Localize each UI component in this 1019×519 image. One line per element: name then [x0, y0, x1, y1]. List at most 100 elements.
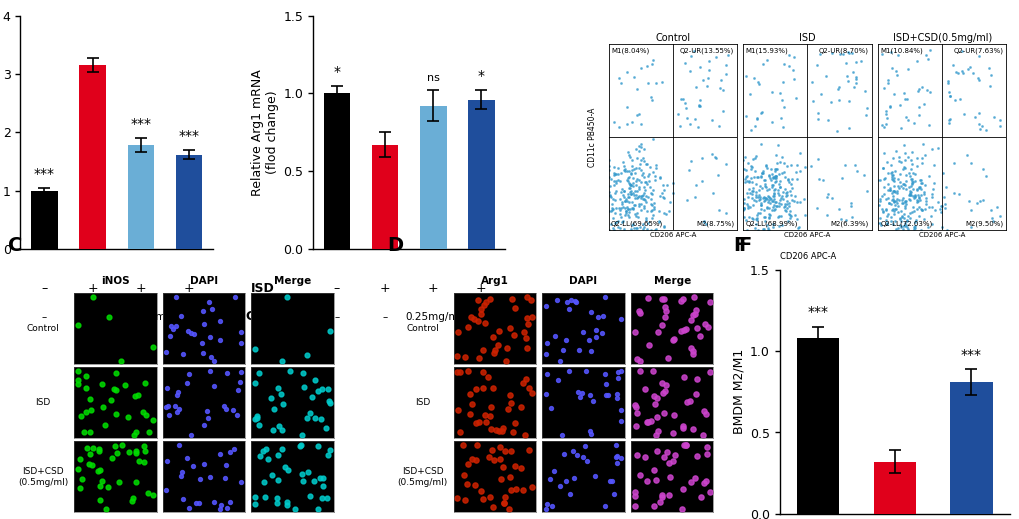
Point	[548, 296, 565, 304]
Point	[839, 48, 855, 56]
Point	[789, 215, 805, 223]
Point	[945, 159, 961, 167]
Point	[603, 199, 620, 208]
Point	[639, 418, 655, 427]
Point	[840, 97, 856, 105]
Point	[204, 305, 220, 313]
Point	[871, 176, 888, 185]
Point	[772, 212, 789, 220]
Point	[896, 202, 912, 210]
Point	[607, 177, 624, 185]
Point	[609, 217, 626, 225]
Point	[120, 448, 137, 456]
Point	[856, 87, 872, 95]
Point	[179, 454, 196, 462]
Point	[758, 198, 774, 206]
Point	[664, 179, 681, 187]
Point	[624, 205, 640, 213]
Point	[760, 193, 776, 201]
Point	[673, 94, 689, 103]
Point	[206, 498, 222, 507]
Point	[643, 206, 659, 214]
Text: M1(8.04%): M1(8.04%)	[610, 47, 649, 54]
Point	[104, 454, 120, 462]
Point	[736, 165, 752, 173]
Point	[293, 431, 310, 439]
Point	[616, 211, 633, 219]
Point	[756, 217, 772, 225]
Point	[547, 332, 564, 340]
Point	[971, 125, 987, 133]
Point	[612, 79, 629, 87]
Point	[773, 169, 790, 177]
Point	[897, 95, 913, 103]
Point	[855, 171, 871, 179]
Point	[892, 216, 908, 225]
Point	[632, 160, 648, 168]
Point	[485, 384, 501, 392]
Point	[890, 202, 906, 211]
Point	[886, 90, 902, 99]
Point	[517, 334, 533, 343]
Point	[565, 447, 581, 456]
Point	[460, 460, 476, 468]
Point	[654, 193, 671, 201]
Point	[502, 446, 519, 455]
Point	[876, 206, 893, 214]
Point	[747, 191, 763, 199]
Point	[792, 198, 808, 206]
Point	[767, 177, 784, 185]
Text: M1(15.93%): M1(15.93%)	[745, 47, 788, 54]
Point	[199, 406, 215, 415]
Point	[629, 209, 645, 217]
Point	[140, 489, 156, 497]
Point	[883, 194, 900, 202]
Point	[678, 196, 694, 204]
Point	[206, 382, 222, 390]
Point	[764, 197, 781, 205]
Point	[168, 321, 184, 330]
Point	[748, 197, 764, 206]
Point	[127, 428, 144, 436]
Text: –: –	[333, 282, 339, 295]
Point	[487, 426, 503, 434]
Point	[600, 173, 616, 181]
Point	[626, 73, 642, 81]
Point	[954, 46, 970, 54]
Point	[648, 413, 664, 421]
Point	[676, 373, 692, 381]
Point	[163, 322, 179, 331]
Point	[560, 305, 577, 313]
Point	[676, 441, 692, 449]
Point	[891, 177, 907, 186]
Point	[763, 117, 780, 126]
Point	[636, 186, 652, 194]
Point	[740, 176, 756, 185]
Point	[626, 165, 642, 173]
Point	[871, 214, 888, 222]
Point	[636, 178, 652, 186]
Text: –: –	[334, 312, 339, 322]
Point	[496, 499, 513, 507]
Text: +: +	[476, 282, 486, 295]
Point	[902, 190, 918, 199]
Point	[615, 187, 632, 196]
Point	[643, 213, 659, 222]
Point	[752, 205, 768, 213]
X-axis label: CD206 APC-A: CD206 APC-A	[918, 232, 965, 238]
Point	[471, 418, 487, 426]
Text: M2(6.39%): M2(6.39%)	[830, 220, 868, 227]
Point	[195, 348, 211, 357]
Point	[630, 199, 646, 208]
Point	[894, 165, 910, 173]
Point	[903, 148, 919, 157]
Point	[887, 147, 903, 155]
Point	[660, 207, 677, 215]
Point	[878, 169, 895, 177]
Point	[812, 90, 828, 99]
Point	[100, 483, 116, 491]
Point	[776, 202, 793, 211]
Point	[874, 207, 891, 215]
Point	[212, 317, 228, 325]
Point	[681, 166, 697, 174]
